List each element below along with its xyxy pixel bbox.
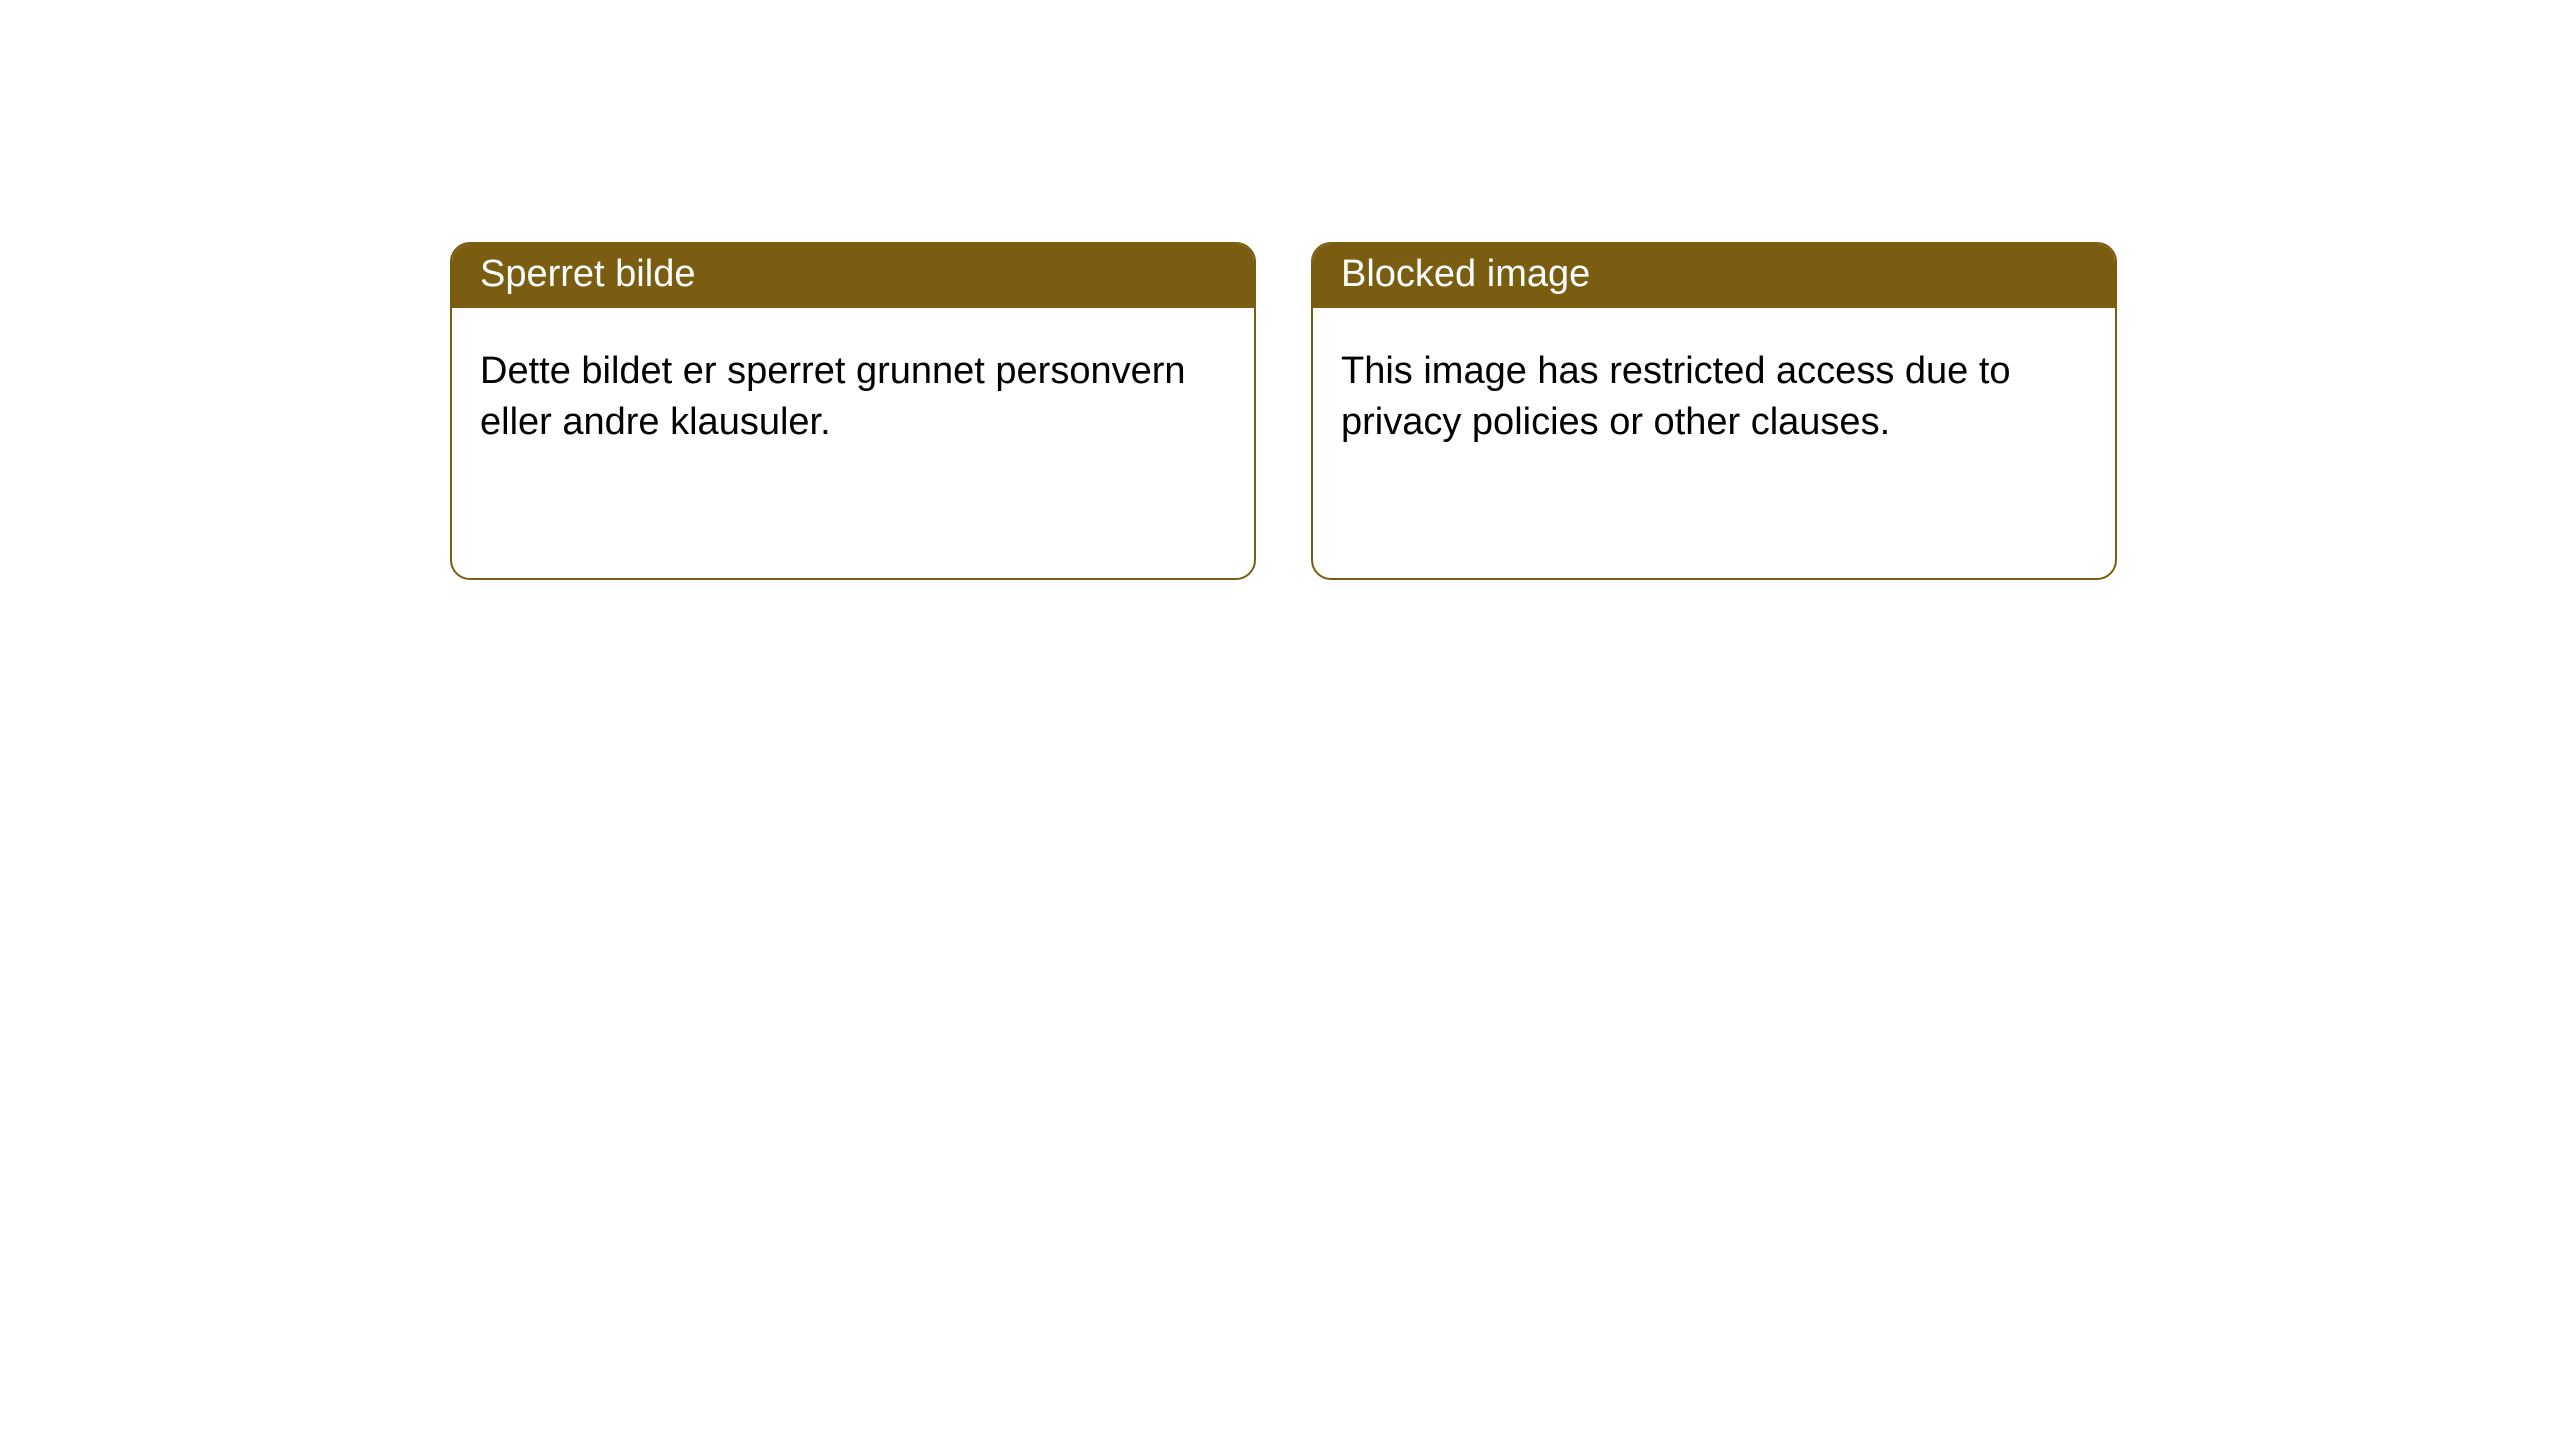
card-body-no: Dette bildet er sperret grunnet personve… (452, 308, 1254, 487)
notice-container: Sperret bilde Dette bildet er sperret gr… (0, 0, 2560, 580)
blocked-image-card-no: Sperret bilde Dette bildet er sperret gr… (450, 242, 1256, 580)
blocked-image-card-en: Blocked image This image has restricted … (1311, 242, 2117, 580)
card-header-no: Sperret bilde (452, 244, 1254, 308)
card-header-en: Blocked image (1313, 244, 2115, 308)
card-body-en: This image has restricted access due to … (1313, 308, 2115, 487)
